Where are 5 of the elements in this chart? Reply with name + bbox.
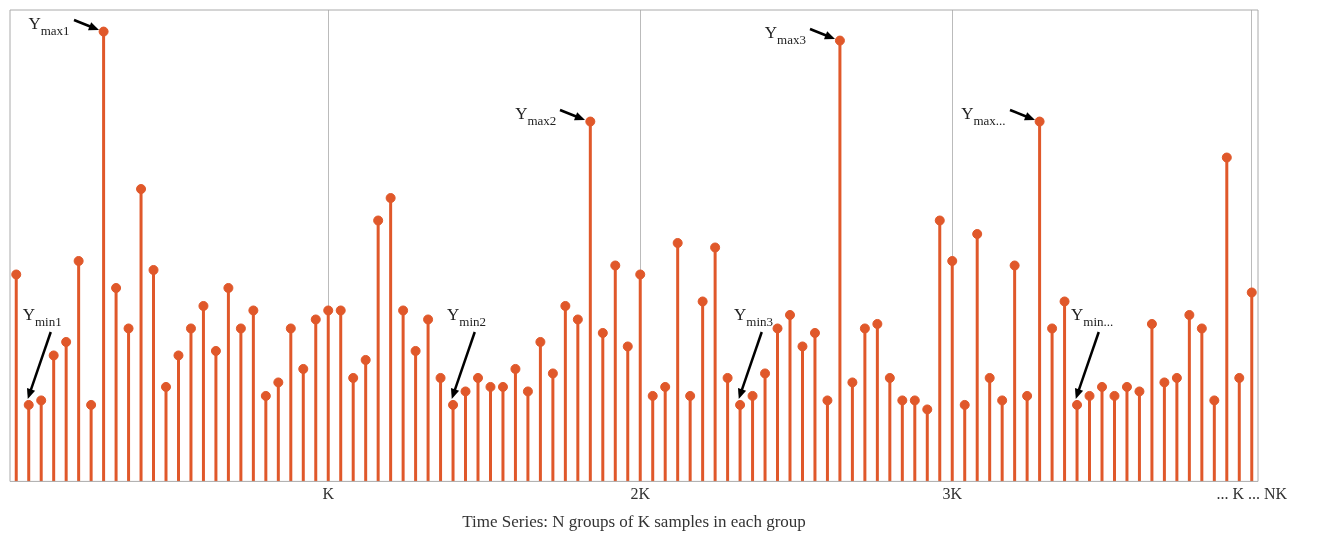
x-tick-label: 3K bbox=[942, 485, 963, 503]
x-tick-label: 2K bbox=[630, 485, 651, 503]
x-tick-label: K bbox=[322, 485, 335, 503]
x-tick-label: ... K ... NK bbox=[1216, 485, 1288, 503]
x-axis-title: Time Series: N groups of K samples in each group bbox=[462, 512, 806, 532]
